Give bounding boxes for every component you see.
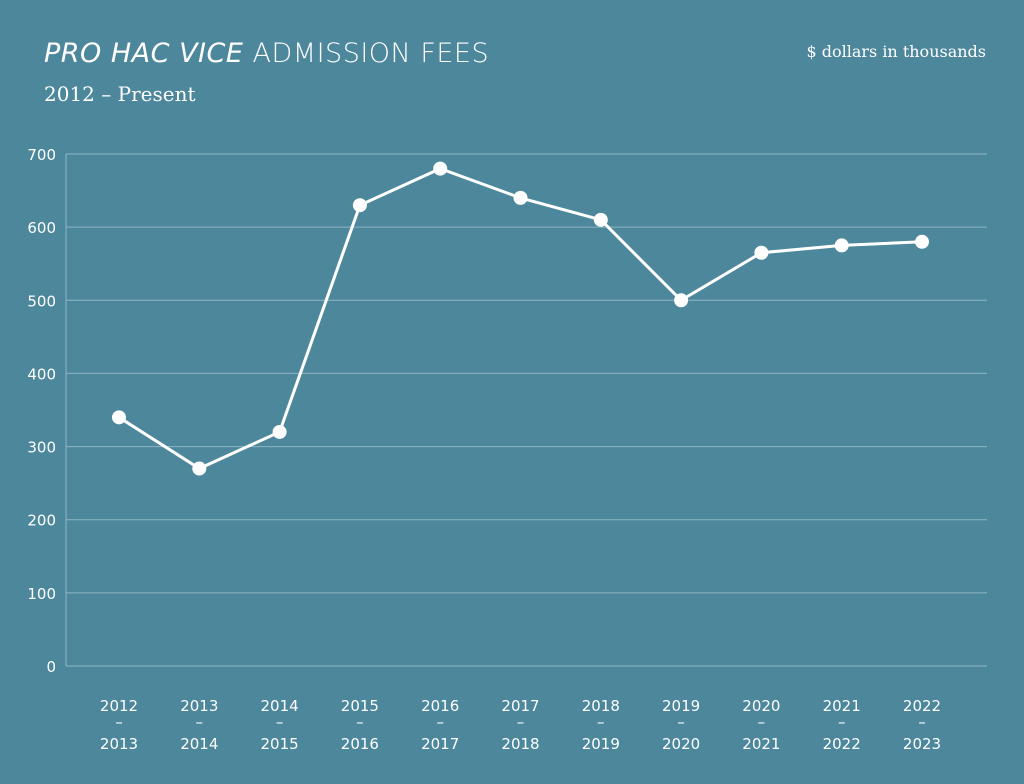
x-tick-separator: – [196,713,204,731]
y-tick-label: 0 [46,658,56,676]
x-tick-label: 2018 [501,735,539,753]
x-tick-label: 2022 [903,697,941,715]
x-tick-separator: – [918,713,926,731]
x-tick-label: 2016 [421,697,459,715]
y-tick-label: 600 [27,219,56,237]
chart-subtitle: 2012 – Present [44,82,196,106]
chart-title: PRO HAC VICE ADMISSION FEES [44,38,489,69]
series-line [118,167,923,471]
x-tick-label: 2016 [341,735,379,753]
data-point [915,234,929,249]
title-italic: PRO HAC VICE [44,38,244,69]
x-tick-label: 2019 [662,697,700,715]
x-tick-label: 2022 [823,735,861,753]
y-tick-label: 300 [27,439,56,457]
x-tick-separator: – [677,713,685,731]
data-point [192,461,207,476]
x-tick-label: 2019 [582,735,620,753]
data-point [433,161,448,176]
x-tick-label: 2015 [261,735,299,753]
x-tick-label: 2014 [261,697,299,715]
x-tick-separator: – [758,713,766,731]
x-tick-label: 2018 [582,697,620,715]
data-point [272,424,287,439]
y-tick-label: 700 [27,146,56,164]
data-point [593,212,608,227]
x-tick-label: 2013 [180,697,218,715]
x-tick-separator: – [115,713,123,731]
y-tick-label: 500 [27,292,56,310]
x-tick-label: 2023 [903,735,941,753]
y-tick-label: 100 [27,585,56,603]
x-tick-label: 2012 [100,697,138,715]
x-tick-separator: – [838,713,846,731]
x-tick-separator: – [356,713,364,731]
x-tick-separator: – [517,713,525,731]
y-tick-label: 400 [27,365,56,383]
x-tick-label: 2020 [662,735,700,753]
x-tick-label: 2021 [823,697,861,715]
data-point [834,238,849,253]
x-tick-label: 2017 [421,735,459,753]
x-tick-label: 2021 [742,735,780,753]
y-tick-label: 200 [27,512,56,530]
x-tick-label: 2014 [180,735,218,753]
x-tick-label: 2015 [341,697,379,715]
x-tick-separator: – [436,713,444,731]
x-tick-label: 2013 [100,735,138,753]
data-point [754,245,769,260]
data-point [513,190,528,205]
x-tick-separator: – [597,713,605,731]
unit-label: $ dollars in thousands [806,42,986,61]
title-rest: ADMISSION FEES [252,38,490,69]
data-point [112,410,126,425]
data-point [674,293,689,308]
x-tick-label: 2020 [742,697,780,715]
x-tick-separator: – [276,713,284,731]
data-point [352,198,367,213]
x-tick-label: 2017 [501,697,539,715]
